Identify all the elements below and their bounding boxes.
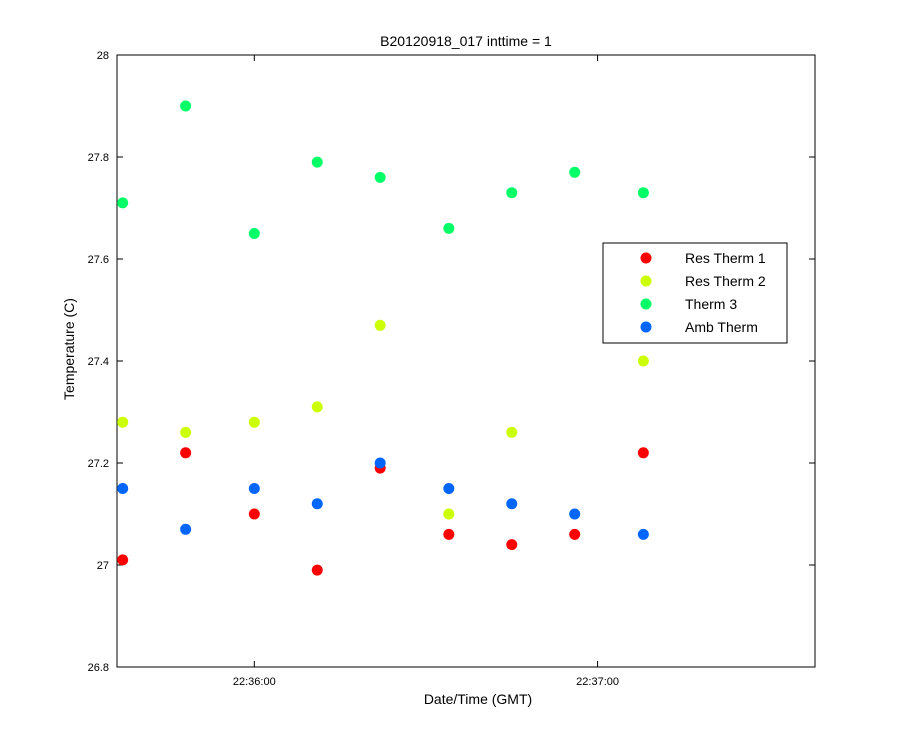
data-point — [569, 508, 581, 520]
legend-marker — [640, 252, 652, 264]
data-point — [637, 447, 649, 459]
series-therm-3 — [117, 100, 649, 239]
series-res-therm-1 — [117, 447, 649, 576]
data-point — [506, 539, 518, 551]
legend: Res Therm 1 Res Therm 2 Therm 3 Amb Therm — [602, 242, 788, 344]
data-point — [443, 222, 455, 234]
y-axis-title: Temperature (C) — [61, 298, 77, 400]
data-point — [443, 508, 455, 520]
data-point — [506, 187, 518, 199]
data-point — [374, 171, 386, 183]
legend-marker — [640, 321, 652, 333]
legend-label: Amb Therm — [685, 319, 758, 335]
data-point — [180, 523, 192, 535]
legend-label: Res Therm 1 — [685, 250, 766, 266]
y-tick-label: 28 — [97, 50, 109, 62]
data-point — [311, 498, 323, 510]
chart-title: B20120918_017 inttime = 1 — [380, 33, 552, 49]
y-tick-label: 26.8 — [88, 662, 109, 674]
data-point — [311, 401, 323, 413]
x-tick-label: 22:36:00 — [233, 676, 276, 688]
data-point — [506, 498, 518, 510]
x-axis-title: Date/Time (GMT) — [424, 691, 532, 707]
legend-marker — [640, 275, 652, 287]
data-point — [569, 166, 581, 178]
y-axis: 26.8 27 27.2 27.4 27.6 27.8 28 — [88, 50, 815, 674]
plot-area — [116, 54, 816, 668]
data-point — [117, 197, 129, 209]
y-tick-label: 27.2 — [88, 458, 109, 470]
data-point — [311, 156, 323, 168]
data-point — [374, 457, 386, 469]
data-point — [311, 564, 323, 576]
data-point — [180, 447, 192, 459]
data-point — [374, 319, 386, 331]
data-point — [180, 426, 192, 438]
data-point — [443, 528, 455, 540]
data-point — [248, 228, 260, 239]
y-tick-label: 27.6 — [88, 254, 109, 266]
y-tick-label: 27.4 — [88, 356, 109, 368]
data-point — [637, 355, 649, 367]
data-point — [637, 528, 649, 540]
data-point — [248, 508, 260, 520]
data-point — [248, 483, 260, 494]
data-point — [506, 426, 518, 438]
data-point — [117, 483, 129, 494]
y-tick-label: 27 — [97, 560, 109, 572]
y-tick-label: 27.8 — [88, 152, 109, 164]
legend-label: Therm 3 — [685, 296, 737, 312]
data-point — [443, 483, 455, 494]
x-tick-label: 22:37:00 — [576, 676, 619, 688]
x-axis: 22:36:00 22:37:00 — [233, 55, 619, 688]
data-point — [569, 528, 581, 540]
data-points — [117, 100, 649, 576]
data-point — [117, 554, 129, 566]
legend-label: Res Therm 2 — [685, 273, 766, 289]
data-point — [180, 100, 192, 112]
data-point — [117, 416, 129, 428]
legend-marker — [640, 298, 652, 310]
legend-box — [602, 242, 788, 344]
data-point — [248, 416, 260, 428]
series-amb-therm — [117, 457, 649, 540]
data-point — [637, 187, 649, 199]
